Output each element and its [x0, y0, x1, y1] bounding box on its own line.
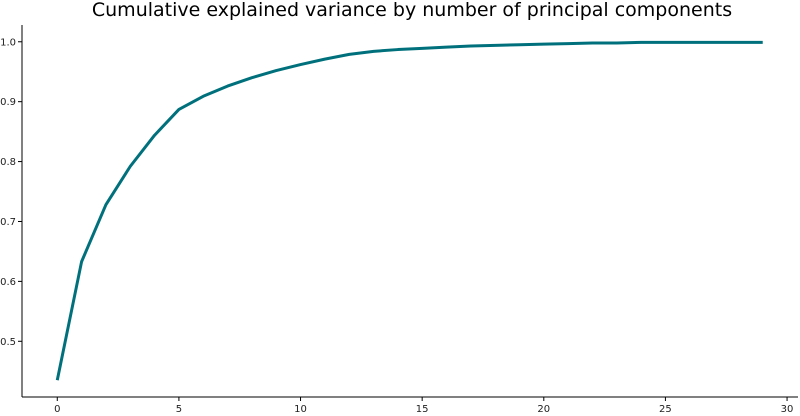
- x-tick-label: 20: [537, 404, 550, 415]
- y-tick-label: 0.5: [0, 337, 16, 348]
- y-tick-label: 0.9: [0, 97, 16, 108]
- x-tick-label: 10: [294, 404, 307, 415]
- x-ticks: 0 5 10 15 20 25 30: [54, 397, 793, 415]
- x-tick-label: 0: [54, 404, 60, 415]
- y-ticks: 0.5 0.6 0.7 0.8 0.9 1.0: [0, 37, 22, 348]
- axes: [21, 25, 798, 398]
- series-layer: [55, 40, 763, 381]
- x-tick-label: 15: [416, 404, 429, 415]
- y-tick-label: 0.8: [0, 157, 16, 168]
- y-tick-label: 0.6: [0, 277, 16, 288]
- chart-title: Cumulative explained variance by number …: [92, 0, 732, 21]
- x-tick-label: 5: [176, 404, 182, 415]
- x-tick-label: 25: [659, 404, 672, 415]
- y-tick-label: 1.0: [0, 37, 16, 48]
- y-tick-label: 0.7: [0, 217, 16, 228]
- series-line: [55, 40, 763, 381]
- x-tick-label: 30: [781, 404, 794, 415]
